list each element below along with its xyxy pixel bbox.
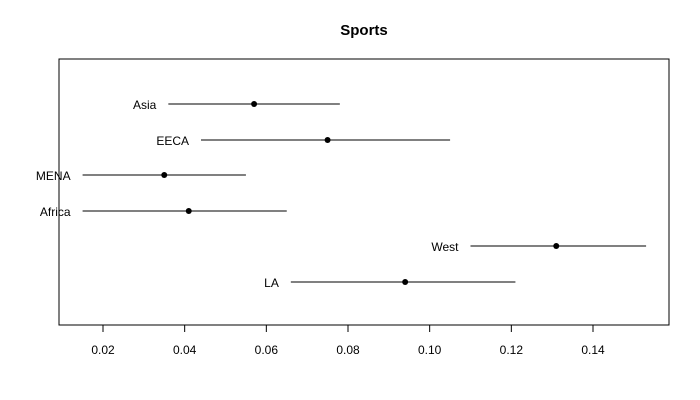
estimate-point (324, 137, 331, 143)
estimate-point (251, 101, 258, 107)
x-tick-label: 0.08 (336, 343, 360, 357)
x-tick-label: 0.04 (173, 343, 197, 357)
estimate-point (185, 208, 192, 214)
x-tick-label: 0.10 (418, 343, 442, 357)
category-label: MENA (36, 169, 71, 183)
category-label: LA (264, 276, 279, 290)
chart-title: Sports (340, 22, 388, 39)
category-label: Africa (40, 205, 71, 219)
x-tick-label: 0.12 (500, 343, 524, 357)
estimate-point (402, 279, 409, 285)
estimate-point (553, 243, 560, 249)
x-tick-label: 0.06 (255, 343, 279, 357)
interval-series: Asia EECA MENA Africa West LA (36, 98, 647, 290)
x-tick-label: 0.02 (91, 343, 115, 357)
x-axis: 0.02 0.04 0.06 0.08 0.10 0.12 0.14 (91, 324, 605, 357)
x-tick-label: 0.14 (581, 343, 605, 357)
category-label: EECA (156, 134, 189, 148)
estimate-point (161, 172, 168, 178)
category-label: West (431, 240, 459, 254)
category-label: Asia (133, 98, 157, 112)
